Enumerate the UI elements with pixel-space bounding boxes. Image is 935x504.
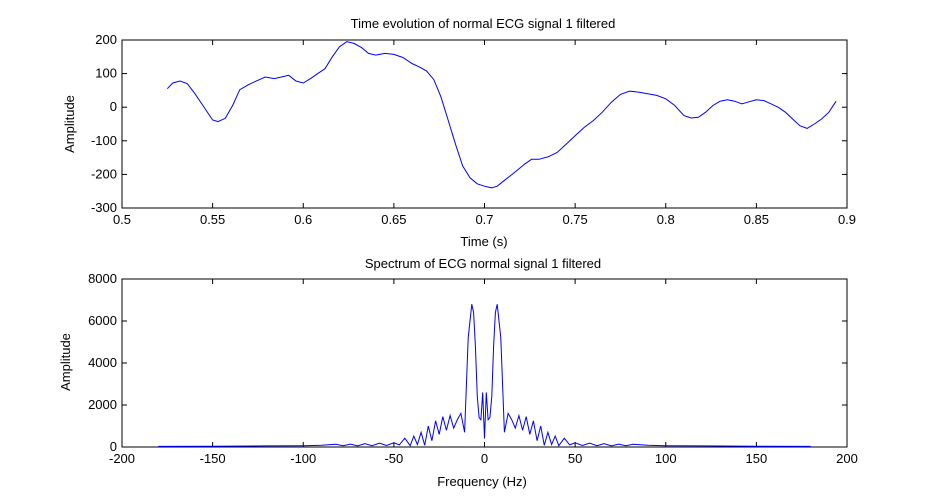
time-plot-ticks: 0.5 0.55 0.6 0.65 0.7 0.75 0.8 0.85 0.9 -300 -200 -… [91, 32, 856, 227]
x-tick-label: -100 [290, 451, 316, 466]
spectrum-plot: Spectrum of ECG normal signal 1 filtered… [58, 256, 858, 489]
spectrum-plot-axes-box [121, 278, 848, 448]
x-tick-label: 0.8 [657, 212, 675, 227]
spectrum-plot-title: Spectrum of ECG normal signal 1 filtered [365, 256, 601, 271]
y-tick-label: 100 [95, 66, 117, 81]
x-tick-label: 0.7 [475, 212, 493, 227]
y-tick-label: -100 [91, 133, 117, 148]
time-plot-ylabel: Amplitude [62, 95, 77, 153]
y-tick-label: 0 [110, 439, 117, 454]
x-tick-label: 200 [836, 451, 858, 466]
time-plot-xlabel: Time (s) [460, 234, 507, 249]
y-tick-label: -300 [91, 200, 117, 215]
x-tick-label: 0.75 [562, 212, 587, 227]
y-tick-label: -200 [91, 166, 117, 181]
time-plot-axes-box [121, 39, 848, 209]
x-tick-label: 0.55 [200, 212, 225, 227]
spectrum-plot-series-line [158, 304, 811, 447]
spectrum-plot-xlabel: Frequency (Hz) [437, 474, 527, 489]
x-tick-label: 100 [655, 451, 677, 466]
x-tick-label: 50 [568, 451, 582, 466]
y-tick-label: 4000 [88, 355, 117, 370]
x-tick-label: 0.6 [294, 212, 312, 227]
x-tick-label: 0.85 [744, 212, 769, 227]
x-tick-label: 0 [481, 451, 488, 466]
x-tick-label: 0.9 [838, 212, 856, 227]
y-tick-label: 8000 [88, 271, 117, 286]
x-tick-label: -50 [384, 451, 403, 466]
x-tick-label: 150 [746, 451, 768, 466]
spectrum-plot-ticks: -200 -150 -100 -50 0 50 100 150 2000200040006000… [88, 271, 858, 466]
spectrum-plot-ylabel: Amplitude [58, 333, 73, 391]
time-plot: Time evolution of normal ECG signal 1 fi… [62, 16, 856, 249]
y-tick-label: 200 [95, 32, 117, 47]
y-tick-label: 6000 [88, 313, 117, 328]
x-tick-label: 0.5 [113, 212, 131, 227]
y-tick-label: 0 [110, 99, 117, 114]
x-tick-label: -150 [200, 451, 226, 466]
time-plot-series-line [166, 41, 837, 189]
x-tick-label: -200 [109, 451, 135, 466]
time-plot-title: Time evolution of normal ECG signal 1 fi… [351, 16, 616, 31]
x-tick-label: 0.65 [381, 212, 406, 227]
y-tick-label: 2000 [88, 397, 117, 412]
